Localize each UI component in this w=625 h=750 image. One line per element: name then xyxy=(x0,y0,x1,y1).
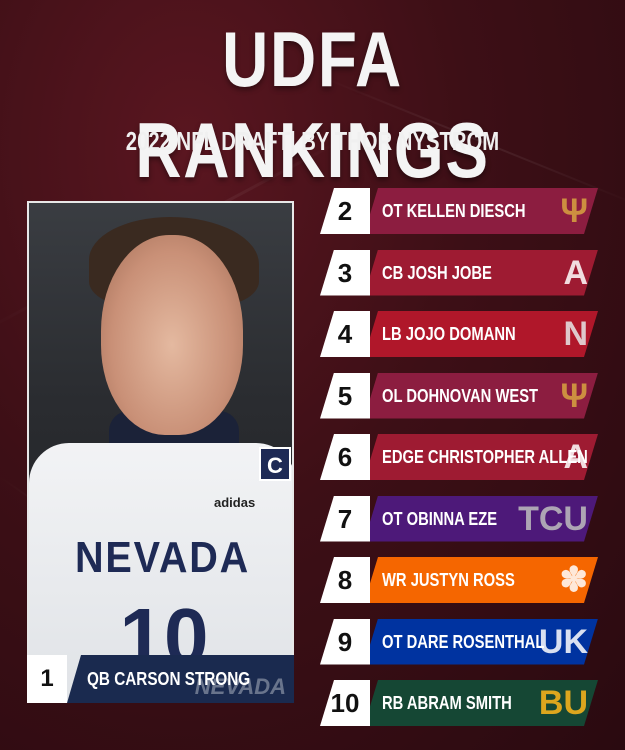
ranking-number: 2 xyxy=(320,188,370,234)
ranking-player-name: RB ABRAM SMITH xyxy=(382,693,512,713)
ranking-bar: WR JUSTYN ROSS ✽ xyxy=(364,557,598,603)
ranking-number: 4 xyxy=(320,311,370,357)
page-subtitle: 2022 NFL DRAFT| BY THOR NYSTROM xyxy=(125,126,500,156)
trident-logo: Ψ xyxy=(560,192,588,230)
ranking-bar: OT KELLEN DIESCH Ψ xyxy=(364,188,598,234)
ranking-row: EDGE CHRISTOPHER ALLEN A 6 xyxy=(320,434,600,480)
n-logo: N xyxy=(563,315,588,353)
featured-player-card: adidas C NEVADA 10 xyxy=(27,201,294,703)
featured-rank-label: QB CARSON STRONG NEVADA xyxy=(67,655,294,703)
player-head xyxy=(101,235,243,435)
ranking-number: 8 xyxy=(320,557,370,603)
script-a-logo: A xyxy=(563,438,588,476)
ranking-number: 5 xyxy=(320,372,370,419)
ranking-row: OT OBINNA EZE TCU 7 xyxy=(320,495,600,542)
ranking-bar: LB JOJO DOMANN N xyxy=(364,311,598,357)
ranking-number: 6 xyxy=(320,434,370,480)
ranking-number: 9 xyxy=(320,618,370,665)
ranking-bar: RB ABRAM SMITH BU xyxy=(364,680,598,726)
ranking-bar: CB JOSH JOBE A xyxy=(364,250,598,296)
trident-logo: Ψ xyxy=(560,376,588,415)
ranking-bar: OT OBINNA EZE TCU xyxy=(364,496,598,542)
ranking-player-name: WR JUSTYN ROSS xyxy=(382,570,515,590)
ranking-row: OT KELLEN DIESCH Ψ 2 xyxy=(320,188,600,234)
rankings-list: OT KELLEN DIESCH Ψ 2 CB JOSH JOBE A 3 LB JOJO … xyxy=(320,188,600,742)
ranking-bar: OL DOHNOVAN WEST Ψ xyxy=(364,373,598,419)
paw-logo: ✽ xyxy=(559,561,588,599)
featured-player-name: QB CARSON STRONG xyxy=(87,669,251,689)
ranking-number: 7 xyxy=(320,495,370,542)
player-photo: adidas C NEVADA 10 xyxy=(29,203,292,701)
ranking-row: LB JOJO DOMANN N 4 xyxy=(320,311,600,357)
ranking-row: OL DOHNOVAN WEST Ψ 5 xyxy=(320,372,600,419)
jersey-team-text: NEVADA xyxy=(74,533,251,582)
ranking-number: 10 xyxy=(320,680,370,726)
ranking-number: 3 xyxy=(320,249,370,296)
featured-rank-number: 1 xyxy=(27,655,67,703)
ranking-player-name: LB JOJO DOMANN xyxy=(382,324,516,344)
ranking-player-name: OT DARE ROSENTHAL xyxy=(382,631,545,652)
uk-logo: UK xyxy=(538,622,588,661)
jersey-brand-label: adidas xyxy=(214,495,256,510)
script-a-logo: A xyxy=(563,253,588,292)
tcu-logo: TCU xyxy=(518,499,588,538)
ranking-row: RB ABRAM SMITH BU 10 xyxy=(320,680,600,726)
ranking-row: CB JOSH JOBE A 3 xyxy=(320,249,600,296)
bu-logo: BU xyxy=(538,684,588,722)
ranking-row: WR JUSTYN ROSS ✽ 8 xyxy=(320,557,600,603)
ranking-player-name: OT KELLEN DIESCH xyxy=(382,201,526,221)
ranking-player-name: OT OBINNA EZE xyxy=(382,508,498,529)
ranking-row: OT DARE ROSENTHAL UK 9 xyxy=(320,618,600,665)
ranking-player-name: OL DOHNOVAN WEST xyxy=(382,385,539,406)
ranking-bar: OT DARE ROSENTHAL UK xyxy=(364,619,598,665)
featured-rank-bar: 1 QB CARSON STRONG NEVADA xyxy=(27,655,294,703)
ranking-player-name: EDGE CHRISTOPHER ALLEN xyxy=(382,447,588,467)
ranking-bar: EDGE CHRISTOPHER ALLEN A xyxy=(364,434,598,480)
ranking-player-name: CB JOSH JOBE xyxy=(382,262,492,283)
nevada-logo: NEVADA xyxy=(194,674,286,699)
captain-patch: C xyxy=(259,447,291,481)
page-title: UDFA RANKINGS xyxy=(135,15,490,194)
